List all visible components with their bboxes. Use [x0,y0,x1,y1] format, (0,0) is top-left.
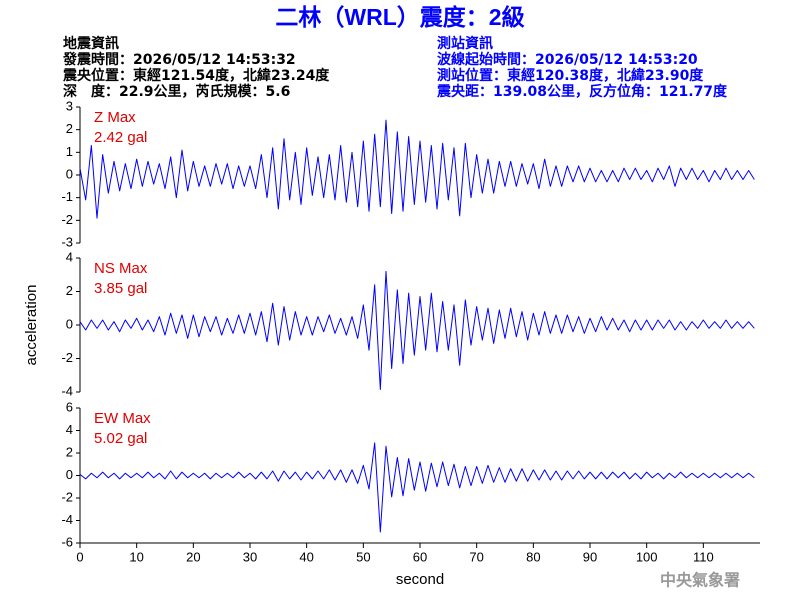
y-axis-label: acceleration [23,285,40,366]
x-tick-label: 40 [299,549,313,564]
y-tick-label: 4 [66,249,73,264]
y-tick-label: 3 [66,98,73,113]
page-title: 二林（WRL）震度：2級 [275,4,524,30]
max-label: Z Max [94,109,136,126]
y-tick-label: 0 [66,166,73,181]
y-tick-label: -6 [61,534,73,549]
max-value: 3.85 gal [94,280,147,297]
y-tick-label: -2 [61,350,73,365]
waveform [79,442,755,533]
y-tick-label: 0 [66,467,73,482]
x-tick-label: 90 [583,549,597,564]
y-tick-label: 2 [66,121,73,136]
y-tick-label: 4 [66,422,73,437]
x-tick-label: 80 [526,549,540,564]
station-line: 測站位置：東經120.38度，北緯23.90度 [437,67,704,84]
max-label: EW Max [94,410,151,427]
station-line: 波線起始時間：2026/05/12 14:53:20 [437,51,698,68]
x-tick-label: 60 [413,549,427,564]
x-tick-label: 0 [76,549,83,564]
x-axis-label: second [396,571,444,588]
station-heading: 測站資訊 [437,35,493,52]
x-tick-label: 20 [186,549,200,564]
station-line: 震央距：139.08公里，反方位角：121.77度 [436,83,728,100]
event-line: 震央位置：東經121.54度，北緯23.24度 [62,67,330,84]
y-tick-label: -4 [61,512,73,527]
y-tick-label: 6 [66,399,73,414]
y-tick-label: -4 [61,383,73,398]
y-tick-label: -2 [61,489,73,504]
y-tick-label: 2 [66,283,73,298]
x-tick-label: 70 [469,549,483,564]
event-line: 發震時間：2026/05/12 14:53:32 [62,51,296,68]
x-tick-label: 50 [356,549,370,564]
event-line: 深 度：22.9公里，芮氏規模：5.6 [63,83,290,100]
max-value: 5.02 gal [94,430,147,447]
y-tick-label: 0 [66,316,73,331]
y-tick-label: -3 [61,234,73,249]
footer: 中央氣象署 [660,571,740,590]
x-tick-label: 100 [636,549,658,564]
y-tick-label: -2 [61,212,73,227]
max-label: NS Max [94,260,148,277]
event-heading: 地震資訊 [63,35,119,52]
x-tick-label: 10 [129,549,143,564]
waveform [79,270,755,390]
waveform [79,119,755,219]
x-tick-label: 30 [243,549,257,564]
y-tick-label: 2 [66,444,73,459]
max-value: 2.42 gal [94,129,147,146]
y-tick-label: 1 [66,144,73,159]
x-tick-label: 110 [693,549,714,564]
y-tick-label: -1 [61,189,73,204]
